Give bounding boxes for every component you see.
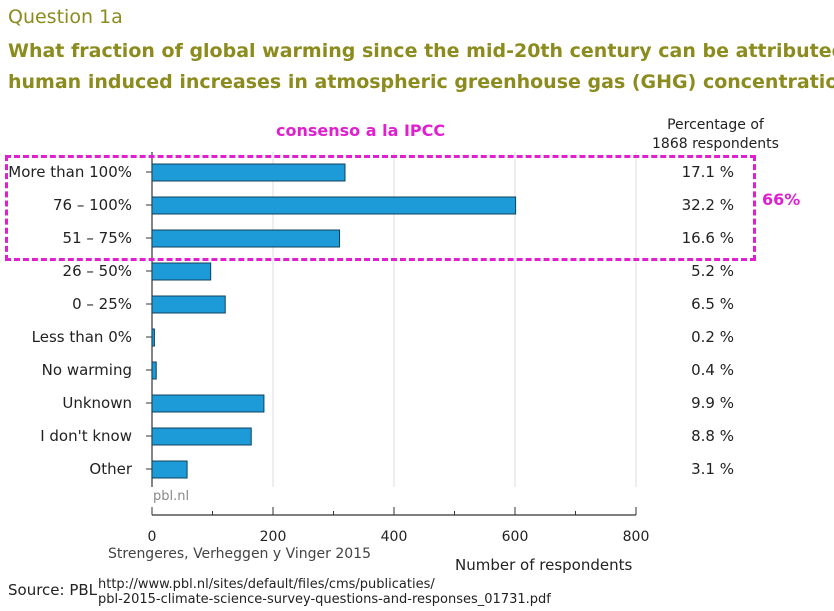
question-label: Question 1a (8, 6, 123, 28)
percentage-label: 9.9 % (691, 394, 734, 412)
title-line-1: What fraction of global warming since th… (8, 40, 834, 62)
bar (151, 460, 188, 479)
x-tick-label: 0 (148, 529, 157, 545)
bar (151, 361, 157, 380)
percentage-label: 16.6 % (682, 229, 734, 247)
source-url-1[interactable]: http://www.pbl.nl/sites/default/files/cm… (98, 577, 435, 592)
percentage-label: 17.1 % (682, 163, 734, 181)
bar (151, 163, 346, 182)
percentage-label: 0.4 % (691, 361, 734, 379)
bar (151, 295, 226, 314)
x-tick-label: 600 (502, 529, 529, 545)
category-label: Other (89, 460, 132, 478)
x-tick-label: 200 (260, 529, 287, 545)
watermark: pbl.nl (153, 489, 190, 504)
percentage-label: 32.2 % (682, 196, 734, 214)
bar (151, 262, 212, 281)
bar (151, 229, 341, 248)
bar (151, 196, 517, 215)
category-label: 51 – 75% (63, 229, 132, 247)
source-url-2[interactable]: pbl-2015-climate-science-survey-question… (98, 592, 551, 607)
bar (151, 427, 252, 446)
bar (151, 394, 265, 413)
consensus-percentage: 66% (762, 190, 801, 209)
percentage-header-1: Percentage of (667, 117, 764, 133)
bar (151, 328, 155, 347)
category-label: 0 – 25% (72, 295, 132, 313)
category-label: I don't know (40, 427, 132, 445)
x-tick-label: 800 (623, 529, 650, 545)
percentage-label: 8.8 % (691, 427, 734, 445)
category-label: No warming (42, 361, 132, 379)
consensus-label: consenso a la IPCC (276, 121, 446, 140)
x-axis-label: Number of respondents (455, 556, 633, 574)
consensus-dashed-box (5, 155, 756, 261)
percentage-label: 3.1 % (691, 460, 734, 478)
percentage-header: Percentage of 1868 respondents (652, 116, 779, 154)
category-label: 26 – 50% (63, 262, 132, 280)
percentage-label: 5.2 % (691, 262, 734, 280)
percentage-label: 0.2 % (691, 328, 734, 346)
percentage-header-2: 1868 respondents (652, 136, 779, 152)
x-tick-label: 400 (381, 529, 408, 545)
percentage-label: 6.5 % (691, 295, 734, 313)
category-label: Less than 0% (32, 328, 132, 346)
authors-citation: Strengeres, Verheggen y Vinger 2015 (108, 546, 371, 562)
title-line-2: human induced increases in atmospheric g… (8, 71, 834, 93)
category-label: More than 100% (8, 163, 132, 181)
source-label: Source: PBL (8, 581, 98, 599)
category-label: Unknown (62, 394, 132, 412)
category-label: 76 – 100% (53, 196, 132, 214)
